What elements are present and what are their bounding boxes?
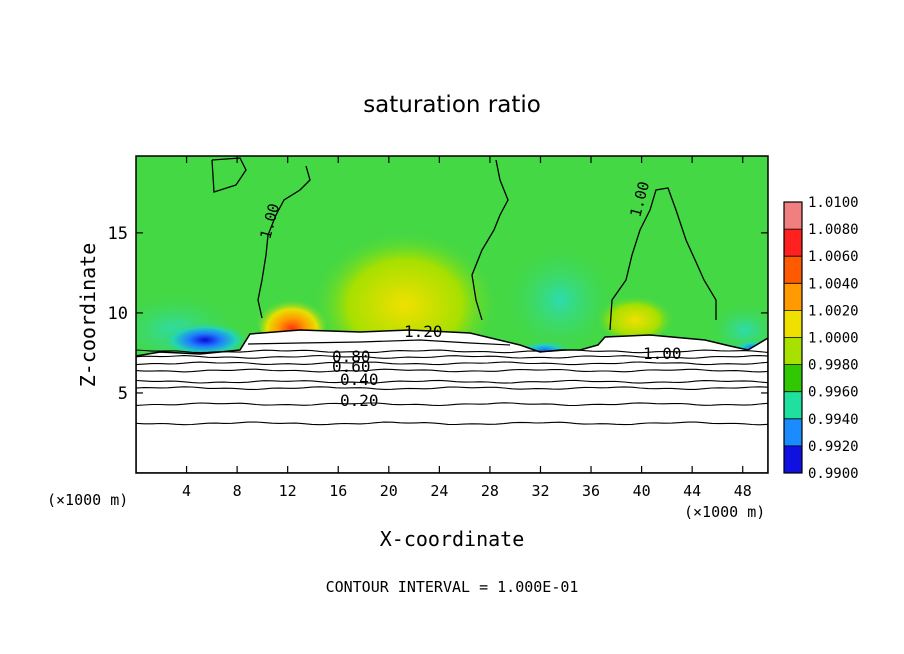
y-tick-label: 5 — [118, 384, 128, 404]
contour-line-1-00 — [211, 157, 717, 331]
x-tick-label: 28 — [481, 482, 499, 500]
plot-frame — [135, 155, 769, 474]
colorbar-segment — [784, 391, 802, 420]
contour-label-1-00-right: 1.00 — [643, 344, 682, 363]
contour-line — [135, 421, 769, 426]
blue-region-left — [160, 322, 250, 358]
colorbar-label: 0.9940 — [808, 412, 859, 428]
contour-1-20-lower — [247, 339, 511, 346]
colorbar-label: 1.0080 — [808, 222, 859, 238]
y-tick-label: 15 — [108, 224, 128, 244]
x-tick-label: 36 — [582, 482, 600, 500]
contour-line — [135, 402, 769, 407]
x-tick-label: 4 — [182, 482, 191, 500]
colorbar: 1.0100 1.0080 1.0060 1.0040 1.0020 1.0000 0.99… — [783, 195, 859, 482]
x-tick-label: 16 — [329, 482, 347, 500]
contour-label-1-20: 1.20 — [404, 322, 443, 341]
contour-line — [135, 379, 769, 384]
colorbar-segment — [784, 310, 802, 338]
contour-label-0-40: 0.40 — [340, 370, 379, 389]
x-axis: 4 8 12 16 20 24 28 32 36 40 44 48 — [182, 156, 752, 500]
yellow-region-center — [310, 215, 500, 365]
x-tick-label: 44 — [683, 482, 701, 500]
contour-label-0-80: 0.80 — [332, 347, 371, 366]
x-tick-label: 40 — [633, 482, 651, 500]
y-axis: 5 10 15 — [108, 224, 768, 404]
colorbar-label: 0.9980 — [808, 358, 859, 374]
colorbar-segment — [784, 229, 802, 257]
contour-interval-note: CONTOUR INTERVAL = 1.000E-01 — [326, 578, 579, 596]
contour-lines — [135, 349, 769, 426]
x-tick-label: 48 — [734, 482, 752, 500]
colorbar-label: 0.9920 — [808, 439, 859, 455]
x-axis-label: X-coordinate — [380, 527, 525, 551]
x-unit-label-left: (×1000 m) — [47, 491, 128, 509]
x-tick-label: 32 — [531, 482, 549, 500]
colorbar-label: 1.0100 — [808, 195, 859, 211]
x-unit-label-right: (×1000 m) — [684, 503, 765, 521]
contour-label-0-20: 0.20 — [340, 391, 379, 410]
cyan-region-right — [500, 240, 620, 360]
contour-line — [135, 354, 769, 359]
heatmap-field — [136, 156, 768, 473]
colorbar-segment — [784, 337, 802, 366]
colorbar-segment — [784, 445, 802, 474]
y-axis-label: Z-coordinate — [76, 243, 100, 388]
contour-line — [135, 368, 769, 373]
colorbar-label: 0.9960 — [808, 385, 859, 401]
x-tick-label: 24 — [430, 482, 448, 500]
contour-label-0-60: 0.60 — [332, 357, 371, 376]
contour-line — [135, 349, 769, 354]
contour-line — [135, 361, 769, 366]
yellow-region-right — [595, 290, 675, 340]
colorbar-label: 1.0000 — [808, 331, 859, 347]
x-tick-label: 20 — [380, 482, 398, 500]
colorbar-segment — [784, 256, 802, 284]
colorbar-segment — [784, 283, 802, 311]
colorbar-label: 1.0020 — [808, 303, 859, 319]
x-tick-label: 12 — [279, 482, 297, 500]
contour-line — [135, 386, 769, 391]
colorbar-label: 1.0060 — [808, 249, 859, 265]
colorbar-label: 0.9900 — [808, 466, 859, 482]
y-tick-label: 10 — [108, 304, 128, 324]
lower-region — [136, 329, 768, 473]
chart-title: saturation ratio — [363, 92, 541, 118]
colorbar-label: 1.0040 — [808, 276, 859, 292]
colorbar-segment — [784, 202, 802, 230]
colorbar-segment — [784, 364, 802, 393]
colorbar-segment — [784, 418, 802, 447]
x-tick-label: 8 — [233, 482, 242, 500]
